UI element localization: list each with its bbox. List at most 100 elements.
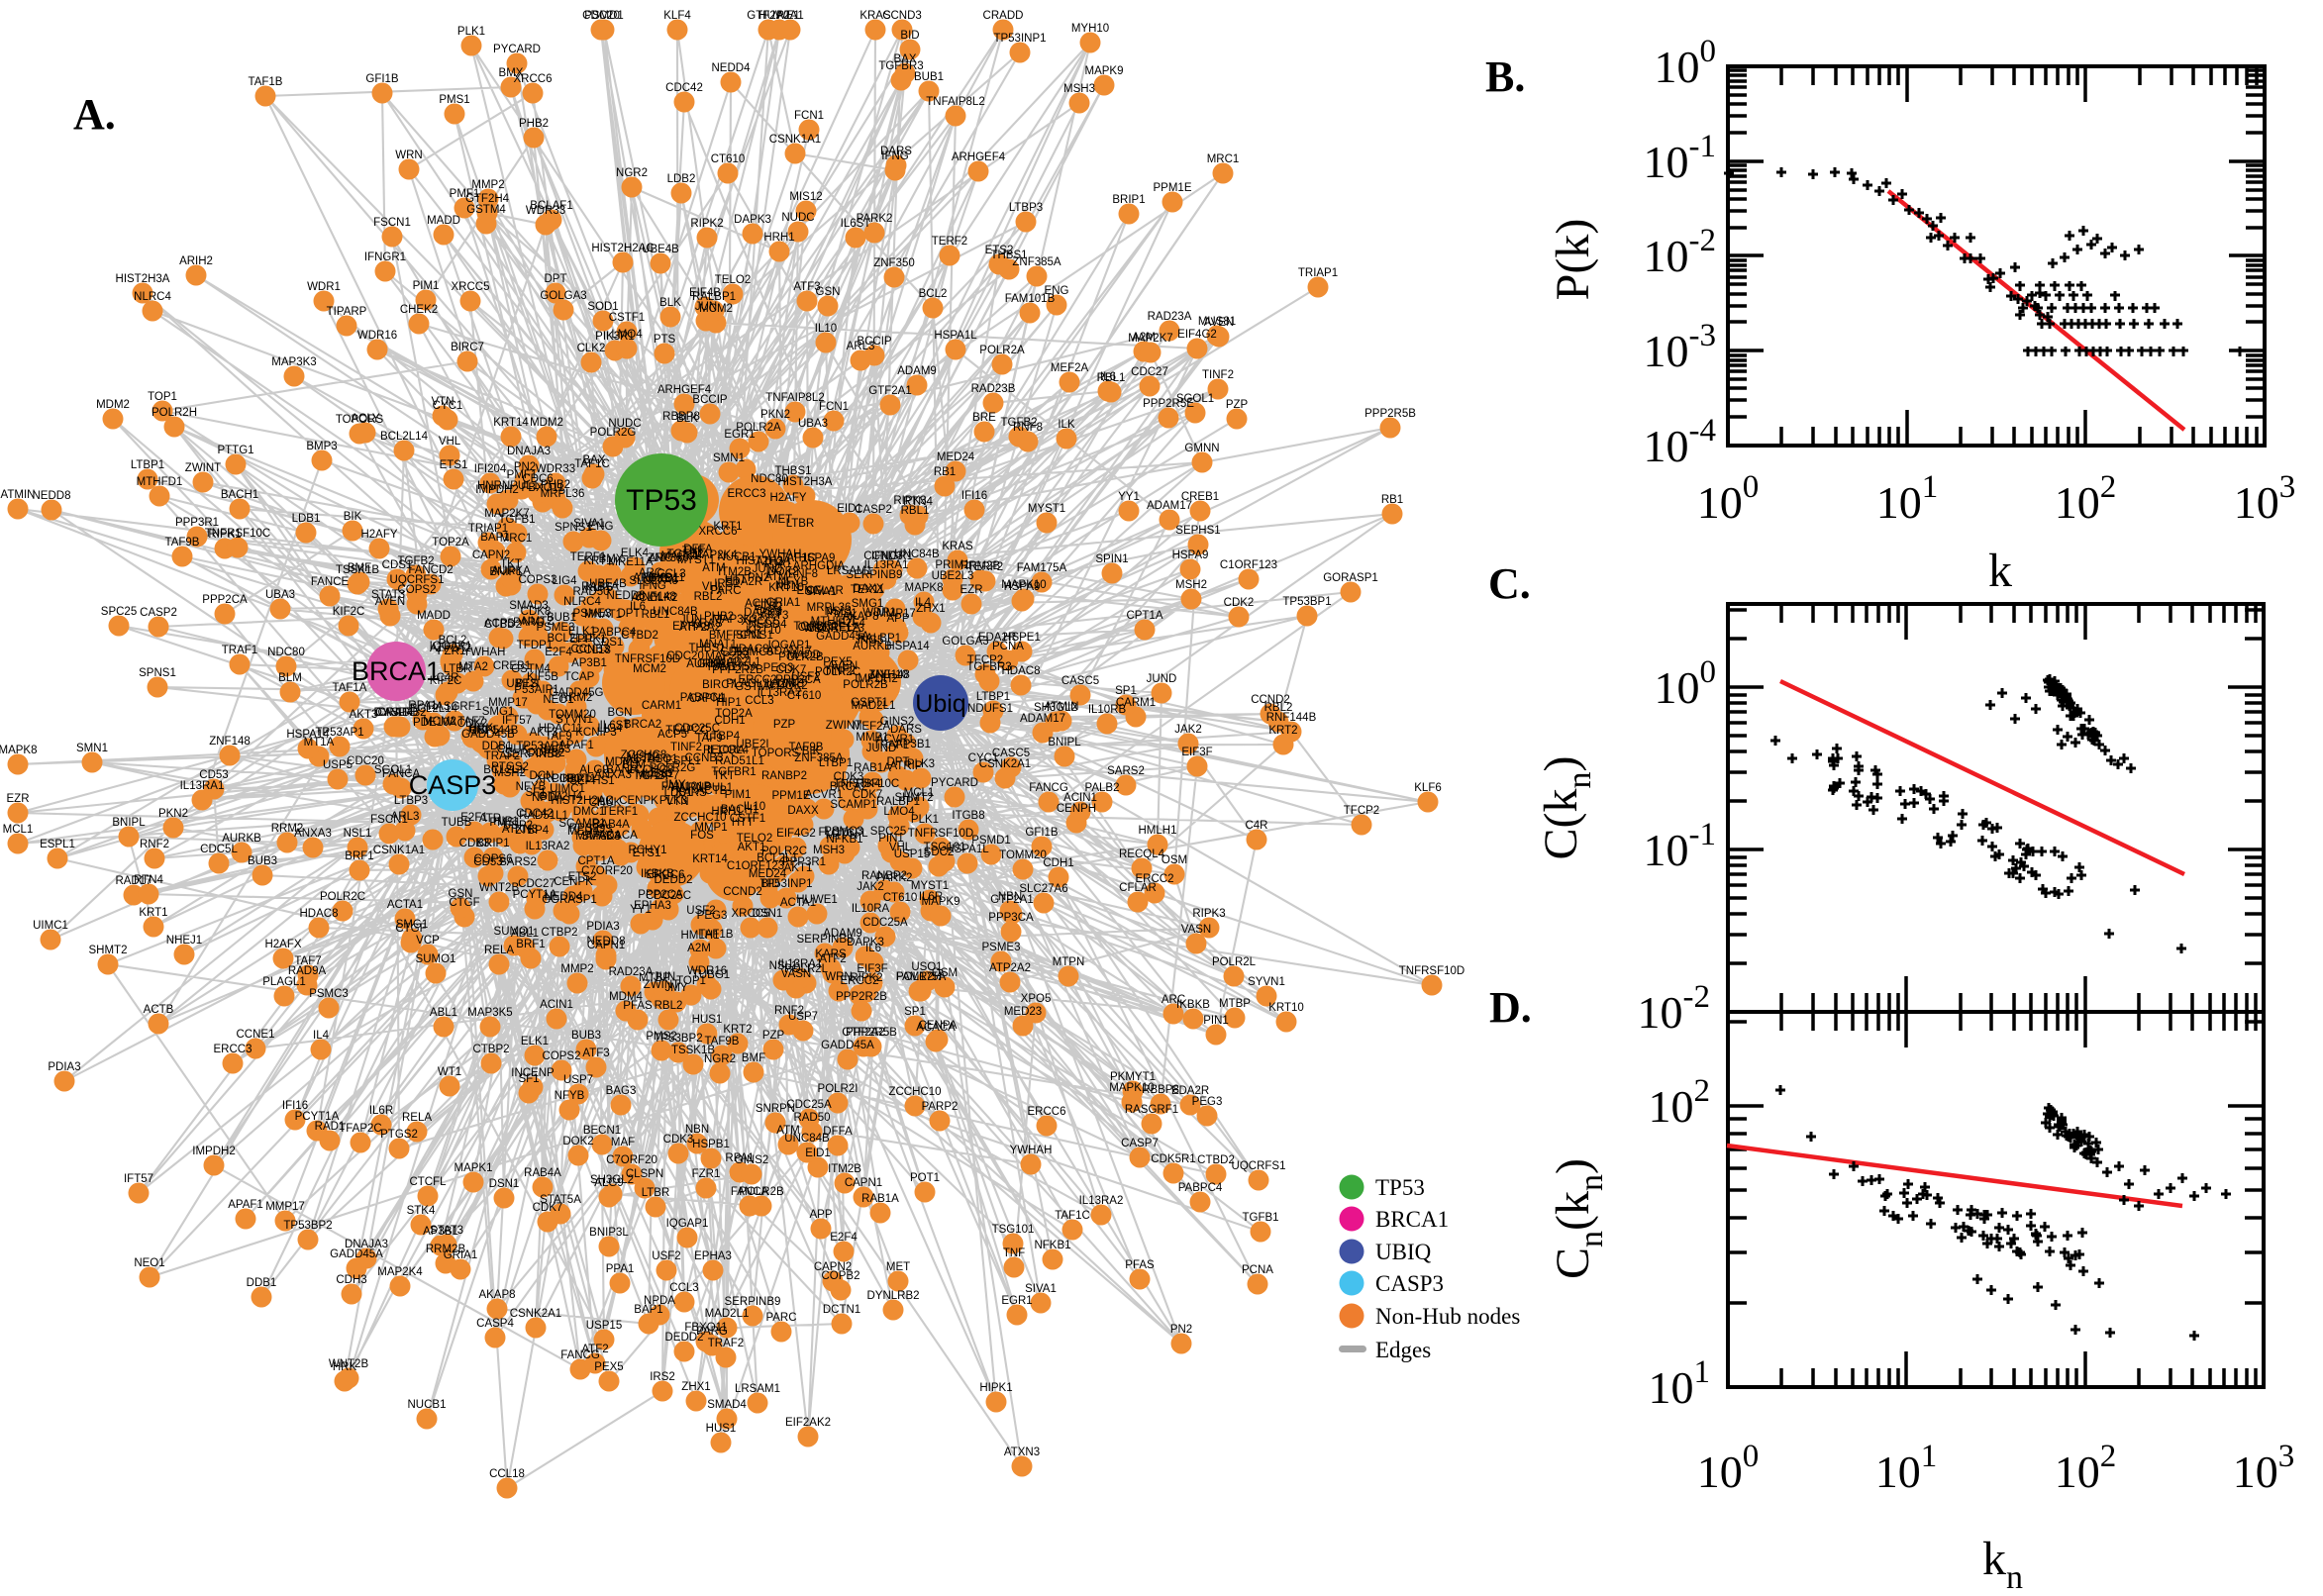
svg-text:PMS1: PMS1	[489, 817, 520, 829]
svg-text:ELK1: ELK1	[568, 626, 596, 638]
svg-text:FAM101B: FAM101B	[661, 781, 712, 793]
svg-text:MAP2K7: MAP2K7	[1128, 333, 1172, 345]
svg-text:TIPARP: TIPARP	[327, 306, 367, 318]
svg-text:SHMT2: SHMT2	[895, 792, 934, 804]
svg-text:PCYT1A: PCYT1A	[295, 1111, 340, 1123]
svg-text:DMC1: DMC1	[573, 806, 606, 818]
svg-text:NEDD4: NEDD4	[749, 619, 788, 631]
svg-text:CASP3: CASP3	[1375, 1271, 1444, 1296]
svg-text:USP15: USP15	[894, 848, 930, 860]
svg-text:FAM101B: FAM101B	[1005, 293, 1056, 305]
svg-text:NUDC: NUDC	[781, 212, 814, 224]
svg-text:BIK: BIK	[344, 511, 362, 523]
svg-text:SMG1: SMG1	[852, 598, 884, 610]
svg-text:SLC27A6: SLC27A6	[629, 575, 677, 587]
svg-text:UIMC1: UIMC1	[33, 920, 68, 932]
svg-text:PEX5: PEX5	[823, 656, 852, 668]
svg-text:PLK3: PLK3	[907, 758, 935, 770]
svg-text:GFI1B: GFI1B	[365, 73, 399, 85]
svg-text:PMF1: PMF1	[450, 188, 480, 200]
svg-text:LTBR: LTBR	[444, 663, 472, 675]
svg-text:SERPINB9: SERPINB9	[847, 569, 903, 581]
svg-text:IL4: IL4	[915, 597, 932, 609]
svg-text:SOD1: SOD1	[587, 301, 618, 313]
svg-text:CSNK1A1: CSNK1A1	[769, 134, 821, 146]
svg-text:TFAP2C: TFAP2C	[665, 725, 708, 737]
svg-text:ATF2: ATF2	[819, 953, 846, 965]
svg-text:TP53: TP53	[626, 484, 697, 517]
svg-text:UBA3: UBA3	[798, 418, 828, 430]
svg-text:TGFB1: TGFB1	[498, 514, 535, 526]
svg-text:JUND: JUND	[866, 743, 897, 754]
svg-text:PHB2: PHB2	[704, 611, 734, 623]
svg-text:EZR: EZR	[960, 584, 983, 596]
svg-text:SMAD4: SMAD4	[581, 831, 621, 843]
svg-text:PLK1: PLK1	[457, 26, 485, 38]
svg-text:PPP2CA: PPP2CA	[638, 889, 683, 901]
svg-text:ARIH2: ARIH2	[179, 255, 213, 267]
svg-text:PZP: PZP	[1226, 399, 1249, 411]
svg-text:ATF2: ATF2	[581, 1344, 608, 1355]
svg-text:TNFRSF10D: TNFRSF10D	[1399, 965, 1464, 977]
svg-text:HIST2H2AC: HIST2H2AC	[591, 243, 654, 254]
svg-text:RAD23A: RAD23A	[609, 966, 654, 978]
svg-text:ELK1: ELK1	[521, 1036, 549, 1047]
svg-text:SMAD4: SMAD4	[707, 1399, 747, 1411]
svg-text:HIP1: HIP1	[493, 816, 519, 828]
svg-text:MNAT1: MNAT1	[584, 609, 622, 621]
svg-text:NPDA: NPDA	[532, 792, 563, 804]
svg-text:RNF144B: RNF144B	[1266, 712, 1317, 724]
svg-text:MAPK8: MAPK8	[905, 582, 944, 594]
svg-text:WDR33: WDR33	[536, 463, 575, 475]
svg-text:COPS2: COPS2	[398, 584, 437, 596]
svg-text:MAPK8: MAPK8	[0, 745, 38, 756]
svg-text:CASP2: CASP2	[855, 504, 892, 516]
svg-text:RPA1: RPA1	[725, 1152, 754, 1164]
svg-text:TGFB2: TGFB2	[1000, 417, 1037, 429]
svg-text:ATM: ATM	[702, 562, 725, 574]
svg-text:MAPK9: MAPK9	[922, 896, 960, 908]
svg-text:SYVN1: SYVN1	[1248, 976, 1285, 988]
svg-text:STAT3: STAT3	[430, 1225, 463, 1237]
svg-text:SMAD3: SMAD3	[509, 600, 549, 612]
svg-text:MET: MET	[768, 514, 792, 526]
svg-text:ZCCHC10: ZCCHC10	[673, 812, 726, 824]
svg-text:JUND: JUND	[753, 563, 783, 575]
svg-text:CDC42: CDC42	[665, 82, 703, 94]
svg-text:MDM2: MDM2	[530, 417, 563, 429]
svg-text:TRAF2: TRAF2	[484, 750, 520, 762]
svg-text:NDC80: NDC80	[267, 647, 305, 658]
svg-text:ACLY: ACLY	[351, 413, 380, 425]
svg-text:MAPK9: MAPK9	[1085, 65, 1124, 77]
svg-text:BLM: BLM	[278, 672, 302, 684]
svg-text:EIF2AK2: EIF2AK2	[785, 1417, 831, 1429]
svg-text:HNRNPUL1: HNRNPUL1	[671, 782, 733, 794]
svg-text:RTN4: RTN4	[134, 874, 163, 886]
svg-text:GSTM4: GSTM4	[466, 204, 506, 216]
svg-text:ETS2: ETS2	[568, 871, 597, 883]
svg-text:IL10RB: IL10RB	[766, 678, 805, 690]
svg-text:LTBP1: LTBP1	[976, 691, 1010, 703]
svg-text:MAP3K3: MAP3K3	[712, 614, 757, 626]
svg-text:PTS: PTS	[654, 334, 676, 346]
svg-text:BECN1: BECN1	[583, 1125, 621, 1137]
svg-text:IL13RA1: IL13RA1	[864, 559, 909, 571]
svg-text:IL6ST: IL6ST	[841, 218, 871, 230]
svg-text:UNC84B: UNC84B	[653, 606, 698, 618]
svg-text:CAPN1: CAPN1	[587, 940, 625, 951]
svg-text:SIVA1: SIVA1	[1025, 1283, 1057, 1295]
svg-text:HDAC8: HDAC8	[1002, 665, 1041, 677]
svg-text:DSN1: DSN1	[753, 908, 783, 920]
svg-text:WDR1: WDR1	[307, 281, 341, 293]
svg-text:USP5: USP5	[469, 725, 499, 737]
svg-text:TAF7: TAF7	[294, 955, 321, 967]
svg-text:GRIA1: GRIA1	[766, 597, 801, 609]
svg-text:USO1: USO1	[647, 753, 677, 765]
svg-text:PARK2: PARK2	[876, 872, 913, 884]
svg-text:TAF9B: TAF9B	[165, 537, 200, 549]
svg-text:k: k	[1988, 545, 2012, 597]
svg-text:ESPL1: ESPL1	[665, 755, 701, 767]
svg-text:MRC1: MRC1	[1207, 153, 1240, 165]
svg-text:ACACA: ACACA	[916, 1022, 956, 1034]
svg-text:HSPA9: HSPA9	[1172, 549, 1209, 561]
